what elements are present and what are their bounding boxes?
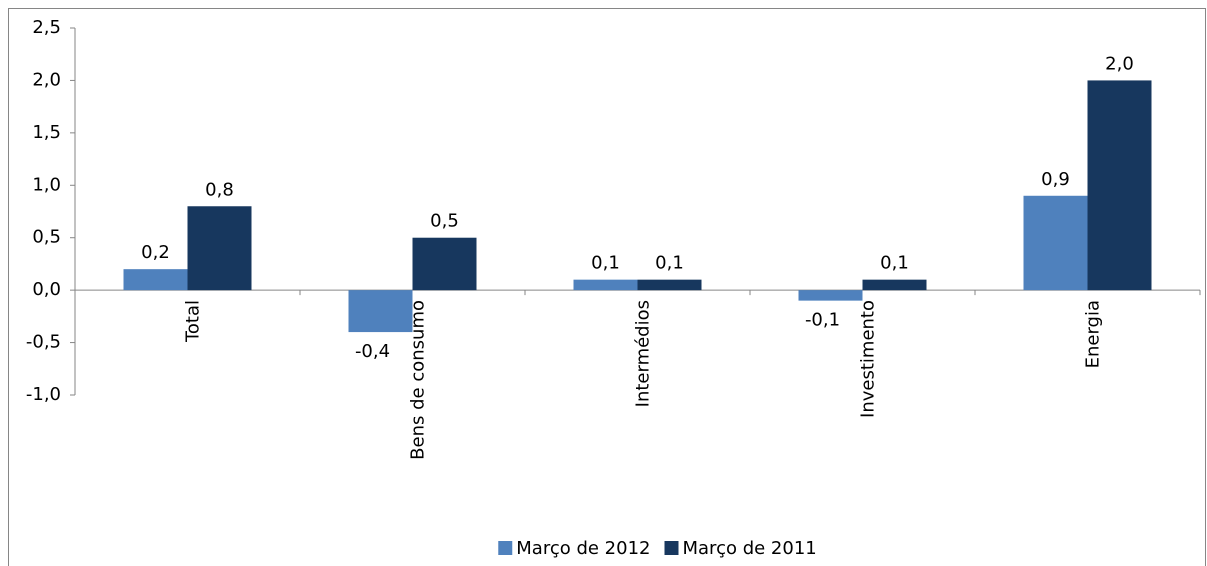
x-tick-label: Energia	[1083, 300, 1104, 368]
y-tick-label: 1,0	[32, 174, 61, 195]
bar	[1023, 195, 1088, 291]
legend-swatch	[664, 541, 679, 555]
bar	[798, 290, 863, 301]
y-tick-label: -1,0	[26, 384, 61, 405]
bar	[862, 279, 927, 291]
y-tick-label: 0,5	[32, 227, 61, 248]
data-label: 2,0	[1105, 53, 1134, 74]
data-label: -0,4	[355, 341, 390, 362]
data-label: 0,1	[880, 253, 909, 274]
data-label: 0,2	[141, 242, 170, 263]
data-label: 0,9	[1041, 169, 1070, 190]
data-label: 0,1	[655, 253, 684, 274]
legend-swatch	[498, 541, 513, 555]
legend-label: Março de 2011	[683, 538, 817, 559]
data-label: -0,1	[805, 310, 840, 331]
legend-label: Março de 2012	[516, 538, 650, 559]
bar	[1087, 80, 1152, 291]
data-label: 0,5	[430, 211, 459, 232]
data-label: 0,1	[591, 253, 620, 274]
y-tick-label: 2,5	[32, 17, 61, 38]
bar	[573, 279, 638, 291]
y-tick-label: 1,5	[32, 122, 61, 143]
x-tick-label: Bens de consumo	[408, 300, 429, 460]
bar	[412, 237, 477, 291]
x-tick-label: Intermédios	[633, 300, 654, 407]
x-tick-label: Total	[183, 300, 204, 343]
data-label: 0,8	[205, 179, 234, 200]
bar	[123, 269, 188, 291]
bar	[348, 290, 413, 333]
bar	[187, 206, 252, 291]
y-tick-label: 0,0	[32, 279, 61, 300]
bar	[637, 279, 702, 291]
y-tick-label: -0,5	[26, 332, 61, 353]
x-tick-label: Investimento	[858, 300, 879, 418]
chart-frame	[8, 8, 1206, 566]
y-tick-label: 2,0	[32, 69, 61, 90]
